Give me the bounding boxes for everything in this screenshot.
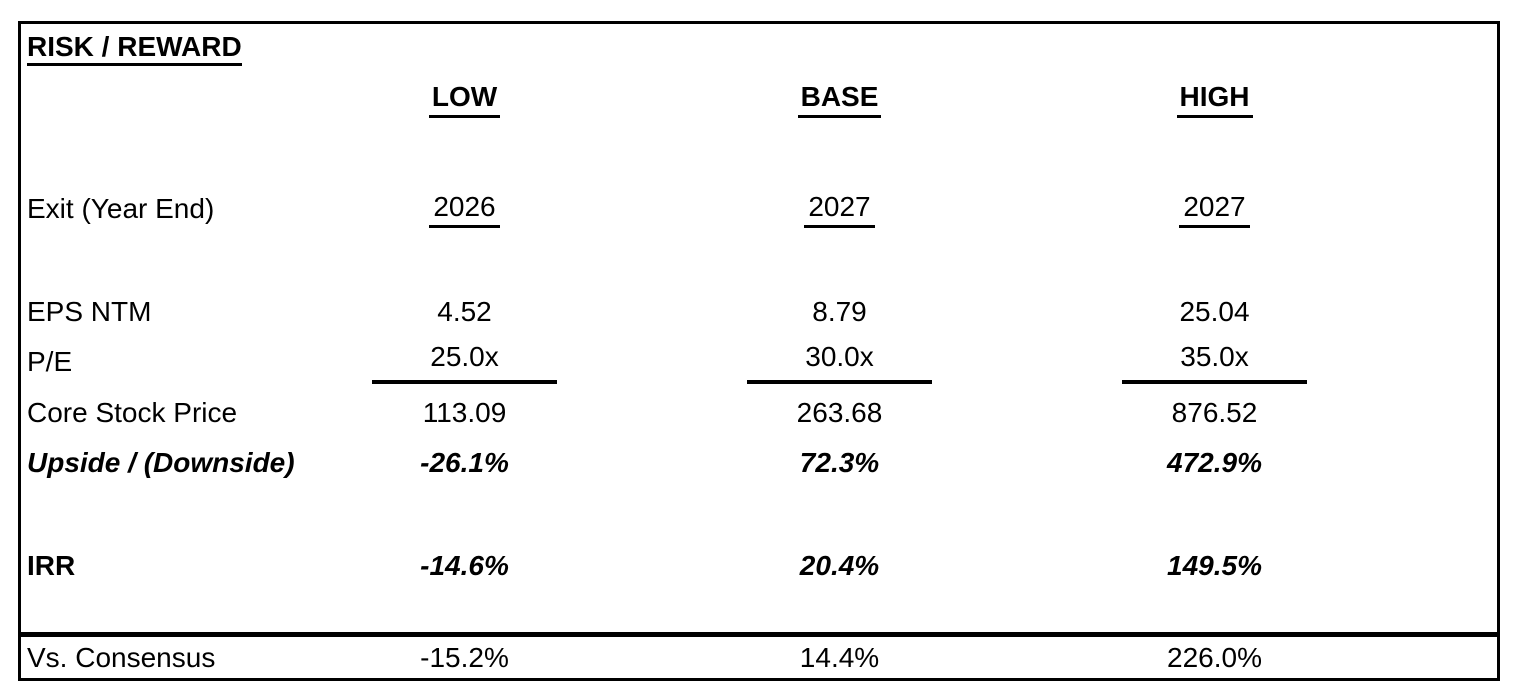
spacer [21, 234, 1497, 288]
pe-high: 35.0x [1122, 340, 1307, 384]
header-cell-high: HIGH [1027, 80, 1402, 118]
cell-consensus-high: 226.0% [1167, 641, 1262, 673]
cell-exit-base: 2027 [652, 190, 1027, 228]
cell-irr-high: 149.5% [1167, 550, 1262, 581]
row-exit-year-end: Exit (Year End) 2026 2027 2027 [21, 184, 1497, 234]
pe-base: 30.0x [747, 340, 932, 384]
cell-consensus-low: -15.2% [420, 641, 509, 673]
spacer [21, 488, 1497, 541]
pe-low: 25.0x [372, 340, 557, 384]
cell-core-base: 263.68 [796, 397, 883, 428]
cell-upside-high: 472.9% [1167, 447, 1262, 478]
header-cell-low: LOW [277, 80, 652, 118]
row-label: Upside / (Downside) [27, 447, 295, 478]
cell-consensus-base: 14.4% [799, 641, 880, 673]
spacer [21, 591, 1497, 632]
cell-upside-base: 72.3% [799, 447, 880, 478]
cell-core-low: 113.09 [422, 397, 507, 428]
exit-year-base: 2027 [804, 190, 875, 228]
column-header-low: LOW [428, 80, 501, 118]
row-pe: P/E 25.0x 30.0x 35.0x [21, 336, 1497, 388]
row-upside-downside: Upside / (Downside) -26.1% 72.3% 472.9% [21, 438, 1497, 488]
cell-irr-low: -14.6% [420, 550, 509, 581]
header-cell-base: BASE [652, 80, 1027, 118]
exit-year-high: 2027 [1179, 190, 1250, 228]
exit-year-low: 2026 [429, 190, 500, 228]
cell-exit-low: 2026 [277, 190, 652, 228]
row-vs-consensus: Vs. Consensus -15.2% 14.4% 226.0% [21, 632, 1497, 678]
cell-pe-low: 25.0x [277, 340, 652, 384]
spacer [21, 128, 1497, 184]
cell-eps-high: 25.04 [1179, 296, 1250, 327]
row-label: Vs. Consensus [27, 641, 216, 673]
cell-upside-low: -26.1% [420, 447, 509, 478]
row-label: Exit (Year End) [27, 193, 215, 224]
cell-eps-base: 8.79 [812, 296, 867, 327]
cell-irr-base: 20.4% [799, 550, 880, 581]
cell-pe-high: 35.0x [1027, 340, 1402, 384]
title-cell: RISK / REWARD [21, 30, 277, 66]
risk-reward-table: RISK / REWARD LOW BASE HIGH Exit (Year E… [18, 21, 1500, 681]
cell-exit-high: 2027 [1027, 190, 1402, 228]
cell-pe-base: 30.0x [652, 340, 1027, 384]
row-label: Core Stock Price [27, 397, 238, 428]
title-row: RISK / REWARD [21, 24, 1497, 70]
cell-eps-low: 4.52 [437, 296, 492, 327]
row-label: IRR [27, 550, 76, 581]
column-header-base: BASE [797, 80, 882, 118]
row-label: EPS NTM [27, 296, 152, 327]
row-eps-ntm: EPS NTM 4.52 8.79 25.04 [21, 288, 1497, 336]
row-irr: IRR -14.6% 20.4% 149.5% [21, 541, 1497, 591]
row-core-stock-price: Core Stock Price 113.09 263.68 876.52 [21, 388, 1497, 438]
column-header-high: HIGH [1176, 80, 1253, 118]
row-label: P/E [27, 346, 73, 377]
table-title: RISK / REWARD [27, 31, 242, 66]
header-row: LOW BASE HIGH [21, 70, 1497, 128]
cell-core-high: 876.52 [1171, 397, 1258, 428]
